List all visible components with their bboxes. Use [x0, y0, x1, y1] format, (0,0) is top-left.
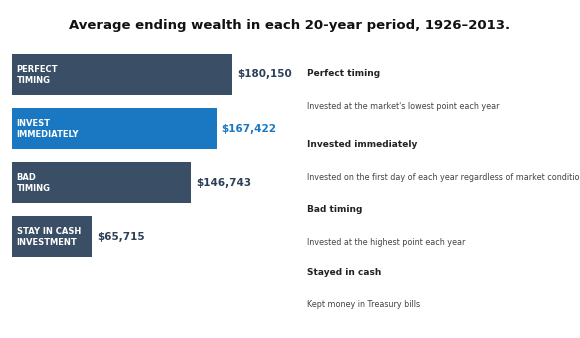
Text: Kept money in Treasury bills: Kept money in Treasury bills	[307, 300, 420, 309]
Text: Bad timing: Bad timing	[307, 205, 362, 214]
Bar	[12, 163, 191, 202]
Text: TIMING: TIMING	[17, 76, 50, 85]
Text: TIMING: TIMING	[17, 184, 50, 193]
Text: PERFECT: PERFECT	[17, 65, 58, 74]
Text: Invested on the first day of each year regardless of market conditions: Invested on the first day of each year r…	[307, 173, 580, 182]
Text: Invested at the market's lowest point each year: Invested at the market's lowest point ea…	[307, 102, 499, 111]
Text: $180,150: $180,150	[237, 70, 292, 79]
Text: BAD: BAD	[17, 173, 37, 182]
Text: STAY IN CASH: STAY IN CASH	[17, 227, 81, 236]
Bar	[12, 108, 217, 149]
Text: Average ending wealth in each 20-year period, 1926–2013.: Average ending wealth in each 20-year pe…	[70, 19, 510, 31]
Text: $146,743: $146,743	[197, 177, 252, 188]
Text: $65,715: $65,715	[97, 232, 145, 242]
Text: INVEST: INVEST	[17, 119, 50, 128]
Text: INVESTMENT: INVESTMENT	[17, 238, 77, 247]
Bar	[12, 54, 232, 95]
Bar	[12, 216, 92, 257]
Text: Stayed in cash: Stayed in cash	[307, 268, 381, 277]
Text: $167,422: $167,422	[222, 123, 277, 134]
Text: Invested immediately: Invested immediately	[307, 140, 417, 149]
Text: Invested at the highest point each year: Invested at the highest point each year	[307, 238, 465, 247]
Text: IMMEDIATELY: IMMEDIATELY	[17, 130, 79, 139]
Text: Perfect timing: Perfect timing	[307, 69, 380, 78]
